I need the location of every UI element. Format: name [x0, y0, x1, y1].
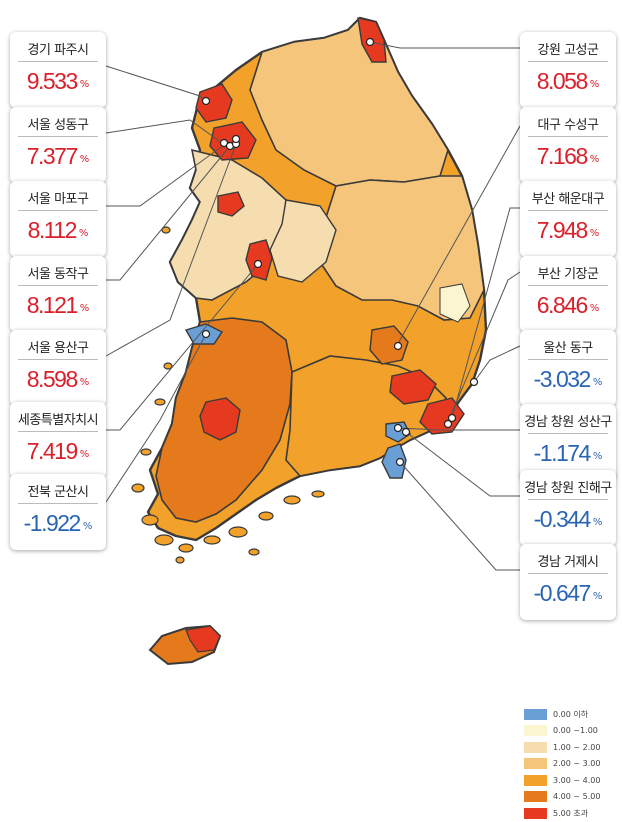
card-label: 부산 기장군 [537, 267, 599, 282]
location-markers [201, 37, 479, 467]
legend-label: 0.00 ~1.00 [553, 726, 598, 735]
region-gyeongbuk [319, 175, 485, 321]
card-unit: % [79, 449, 90, 460]
card-unit: % [589, 154, 600, 165]
card-value: 8.058 [536, 68, 589, 94]
card-label: 서울 마포구 [27, 192, 89, 207]
card-value: 7.948 [536, 217, 589, 243]
hotspot-busan [419, 397, 465, 435]
card-label: 경남 거제시 [537, 555, 599, 570]
card-unit: % [79, 79, 90, 90]
card-dongjak: 서울 동작구 8.121% [10, 256, 106, 332]
legend-item: 3.00 ~ 4.00 [524, 772, 620, 788]
card-value: 7.168 [536, 143, 589, 169]
card-label: 세종특별자치시 [17, 413, 99, 428]
legend-swatch [524, 807, 547, 819]
legend-swatch [524, 791, 547, 802]
card-value: 6.846 [536, 292, 589, 318]
legend-swatch [524, 708, 547, 720]
hotspot-gyeonggi-south [217, 191, 245, 217]
hotspot-gwangju [199, 397, 241, 441]
legend-item: 1.00 ~ 2.00 [524, 739, 620, 755]
card-geoje: 경남 거제시 -0.647% [520, 544, 616, 620]
legend-item: 0.00 이하 [524, 706, 620, 722]
card-gijang: 부산 기장군 6.846% [520, 256, 616, 332]
legend-label: 4.00 ~ 5.00 [553, 792, 601, 801]
card-label: 경남 창원 진해구 [524, 481, 612, 496]
card-seongsan: 경남 창원 성산구 -1.174% [520, 404, 616, 480]
legend-item: 4.00 ~ 5.00 [524, 789, 620, 805]
card-unit: % [78, 228, 89, 239]
card-yongsan: 서울 용산구 8.598% [10, 330, 106, 406]
legend-item: 5.00 초과 [524, 805, 620, 821]
card-unit: % [589, 303, 600, 314]
legend-item: 0.00 ~1.00 [524, 723, 620, 739]
card-value: 8.598 [26, 366, 79, 392]
card-haeundae: 부산 해운대구 7.948% [520, 181, 616, 257]
legend-swatch [524, 741, 547, 753]
card-value: 8.121 [26, 292, 79, 318]
card-label: 울산 동구 [543, 341, 593, 356]
map-legend: 0.00 이하 0.00 ~1.00 1.00 ~ 2.00 2.00 ~ 3.… [524, 706, 620, 822]
card-label: 서울 성동구 [27, 118, 89, 133]
card-suseong: 대구 수성구 7.168% [520, 107, 616, 183]
jeju-hotspot [185, 625, 221, 653]
region-chungbuk-light [269, 199, 337, 283]
card-unit: % [592, 517, 603, 528]
legend-label: 1.00 ~ 2.00 [553, 742, 601, 752]
card-value: 7.377 [26, 143, 79, 169]
card-label: 서울 동작구 [27, 267, 89, 282]
card-label: 서울 용산구 [27, 341, 89, 356]
legend-swatch [524, 758, 547, 769]
legend-swatch [524, 774, 547, 786]
card-unit: % [589, 79, 600, 90]
card-unit: % [79, 154, 90, 165]
islands [131, 226, 325, 564]
legend-label: 2.00 ~ 3.00 [553, 759, 601, 768]
card-seongdong: 서울 성동구 7.377% [10, 107, 106, 183]
card-mapo: 서울 마포구 8.112% [10, 181, 106, 257]
card-gunsan: 전북 군산시 -1.922% [10, 474, 106, 550]
card-value: -1.922 [23, 510, 82, 536]
hotspot-paju [195, 83, 233, 123]
card-value: -0.344 [533, 506, 592, 532]
legend-item: 2.00 ~ 3.00 [524, 756, 620, 772]
card-paju: 경기 파주시 9.533% [10, 32, 106, 108]
card-label: 대구 수성구 [537, 118, 599, 133]
card-goseong: 강원 고성군 8.058% [520, 32, 616, 108]
card-value: 8.112 [27, 217, 78, 243]
card-jinhae: 경남 창원 진해구 -0.344% [520, 470, 616, 546]
card-value: -1.174 [533, 440, 592, 466]
card-unit: % [79, 377, 90, 388]
region-gangwon-light [249, 17, 449, 187]
card-value: 9.533 [26, 68, 79, 94]
legend-label: 3.00 ~ 4.00 [553, 775, 601, 785]
hotspot-gyeongnam-east [389, 369, 437, 405]
negative-geoje [381, 443, 407, 479]
card-unit: % [82, 521, 93, 532]
card-label: 경기 파주시 [27, 43, 89, 58]
card-label: 경남 창원 성산구 [524, 415, 612, 430]
legend-label: 5.00 초과 [553, 808, 589, 818]
card-unit: % [592, 451, 603, 462]
card-value: 7.419 [26, 438, 79, 464]
legend-label: 0.00 이하 [553, 709, 589, 719]
card-unit: % [589, 228, 600, 239]
card-ulsan-dong: 울산 동구 -3.032% [520, 330, 616, 406]
card-label: 전북 군산시 [27, 485, 89, 500]
card-unit: % [79, 303, 90, 314]
legend-swatch [524, 725, 547, 736]
card-value: -3.032 [533, 366, 592, 392]
region-pale-east [439, 283, 471, 323]
card-unit: % [592, 591, 603, 602]
card-sejong: 세종특별자치시 7.419% [10, 402, 106, 478]
leader-lines [105, 41, 521, 571]
hotspot-daegu [369, 325, 409, 365]
card-label: 강원 고성군 [537, 43, 599, 58]
card-unit: % [592, 377, 603, 388]
card-label: 부산 해운대구 [531, 192, 605, 207]
card-value: -0.647 [533, 580, 592, 606]
